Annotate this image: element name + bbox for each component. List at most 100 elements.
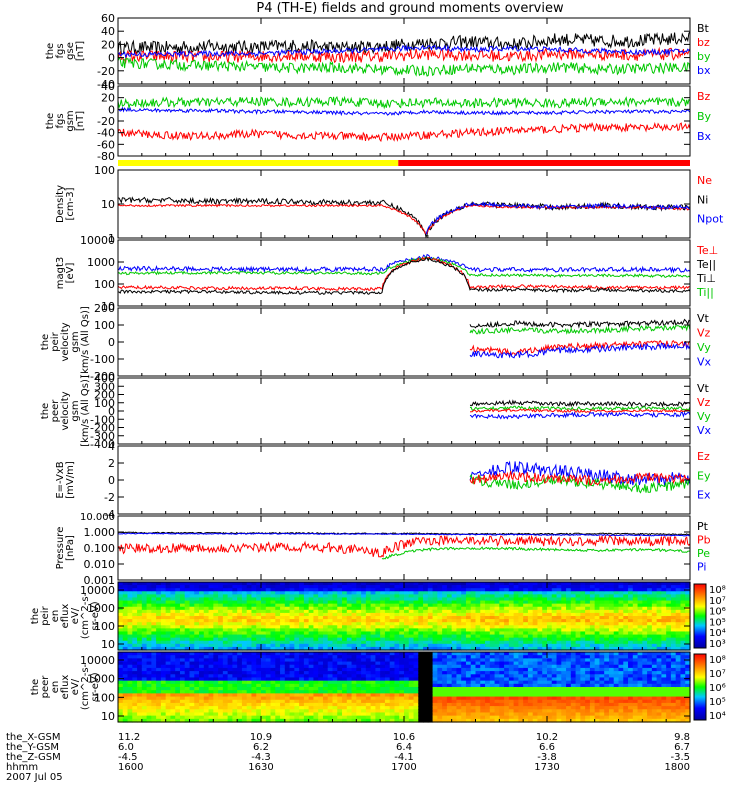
peir_eflux-cell <box>480 612 486 617</box>
peer_eflux-cell <box>570 702 577 707</box>
peir_eflux-cell <box>246 637 253 642</box>
peir_eflux-cell <box>413 616 419 620</box>
peir_eflux-cell <box>351 606 357 611</box>
peir_eflux-cell <box>451 582 458 586</box>
peer_eflux-cell <box>532 674 539 679</box>
peir_eflux-cell <box>308 631 315 636</box>
peir_eflux-cell <box>408 609 415 614</box>
peer_eflux-cell <box>527 709 534 714</box>
peer_eflux-cell <box>170 652 176 656</box>
peer_eflux-cell <box>284 696 291 701</box>
peer_eflux-cell <box>437 715 443 720</box>
peer_eflux-cell <box>589 699 596 704</box>
peir_eflux-cell <box>618 582 624 586</box>
peir_eflux-cell <box>256 585 262 589</box>
peer_eflux-cell <box>289 699 295 704</box>
peer_eflux-cell <box>613 680 620 685</box>
peir_eflux-cell <box>656 588 662 592</box>
peir_eflux-cell <box>651 634 658 639</box>
peir_eflux-cell <box>246 597 253 602</box>
peer_eflux-cell <box>332 671 338 675</box>
peer_eflux-cell <box>585 715 591 720</box>
peir_eflux-cell <box>241 628 248 633</box>
peir_eflux-cell <box>628 643 634 648</box>
peir_eflux-cell <box>585 646 591 651</box>
peir_eflux-cell <box>151 603 157 608</box>
peer_eflux-cell <box>608 652 615 656</box>
peer_eflux-cell <box>456 667 462 672</box>
peir_eflux-cell <box>384 640 391 645</box>
peer_eflux-cell <box>313 652 319 656</box>
peer_eflux-cell <box>446 706 453 710</box>
peer_eflux-cell <box>485 661 491 666</box>
peir_eflux-cell <box>132 585 138 589</box>
peir_eflux-cell <box>337 646 343 651</box>
peer_eflux-cell <box>537 715 543 720</box>
peer_eflux-cell <box>594 664 601 669</box>
peir_eflux-cell <box>589 588 596 592</box>
peir_eflux-cell <box>508 616 515 620</box>
peer_eflux-cell <box>518 709 524 714</box>
peer_eflux-cell <box>566 655 572 659</box>
peir_eflux-cell <box>346 634 353 639</box>
peir_eflux-cell <box>194 609 200 614</box>
peir_eflux-cell <box>532 631 539 636</box>
peir_eflux-cell <box>208 582 214 586</box>
peir_eflux-cell <box>527 612 534 617</box>
peir_eflux-cell <box>437 640 443 645</box>
peir_eflux-cell <box>432 637 438 642</box>
peir_eflux-cell <box>599 582 605 586</box>
peir_eflux-cell <box>642 606 648 611</box>
peer_eflux-cell <box>332 690 338 694</box>
peir_eflux-cell <box>213 643 219 648</box>
peir_eflux-cell <box>637 612 643 617</box>
peer_eflux-cell <box>432 655 438 659</box>
peer_eflux-cell <box>232 696 238 701</box>
peir_eflux-cell <box>284 606 291 611</box>
peer_eflux-cell <box>508 699 515 704</box>
peir_eflux-cell <box>284 616 291 620</box>
peir_eflux-cell <box>465 631 472 636</box>
peer_eflux-cell <box>427 680 434 685</box>
peer_eflux-cell <box>170 709 176 714</box>
peer_eflux-cell <box>318 680 324 685</box>
peer_eflux-cell <box>570 658 577 663</box>
peer_eflux-cell <box>594 658 601 663</box>
peir_eflux-cell <box>151 646 157 651</box>
peir_eflux-cell <box>322 609 329 614</box>
peir_eflux-cell <box>389 588 396 592</box>
peer_eflux-cell <box>499 709 505 714</box>
peer_eflux-cell <box>313 718 319 723</box>
peir_eflux-cell <box>599 612 605 617</box>
peir_eflux-cell <box>261 582 267 586</box>
peer_eflux-cell <box>527 693 534 698</box>
peer_eflux-cell <box>175 661 181 666</box>
peer_eflux-cell <box>604 677 610 682</box>
peer_eflux-cell <box>504 709 510 714</box>
peir_eflux-cell <box>523 588 529 592</box>
peir_eflux-cell <box>651 625 658 629</box>
peir_eflux-cell <box>275 591 281 595</box>
peer_eflux-cell <box>489 652 496 656</box>
peir_eflux-cell <box>141 606 148 611</box>
peer_eflux-cell <box>499 702 505 707</box>
peer_eflux-cell <box>294 706 300 710</box>
peir_eflux-cell <box>146 606 152 611</box>
peir_eflux-cell <box>513 619 519 623</box>
peer_eflux-cell <box>604 658 610 663</box>
peer_eflux-cell <box>537 718 543 723</box>
peer_eflux-cell <box>513 655 519 659</box>
peer_eflux-cell <box>423 667 429 672</box>
peir_eflux-cell <box>118 600 124 605</box>
peer_eflux-cell <box>556 687 562 691</box>
peer_eflux-cell <box>589 683 596 688</box>
peir_eflux-cell <box>685 606 691 611</box>
peer_eflux-cell <box>127 677 133 682</box>
peer_eflux-cell <box>532 661 539 666</box>
peer_eflux-cell <box>461 687 467 691</box>
peer_eflux-cell <box>575 699 581 704</box>
peer_eflux-cell <box>327 652 334 656</box>
peir_eflux-cell <box>165 612 172 617</box>
peer_eflux-cell <box>446 680 453 685</box>
peer_eflux-cell <box>547 702 553 707</box>
